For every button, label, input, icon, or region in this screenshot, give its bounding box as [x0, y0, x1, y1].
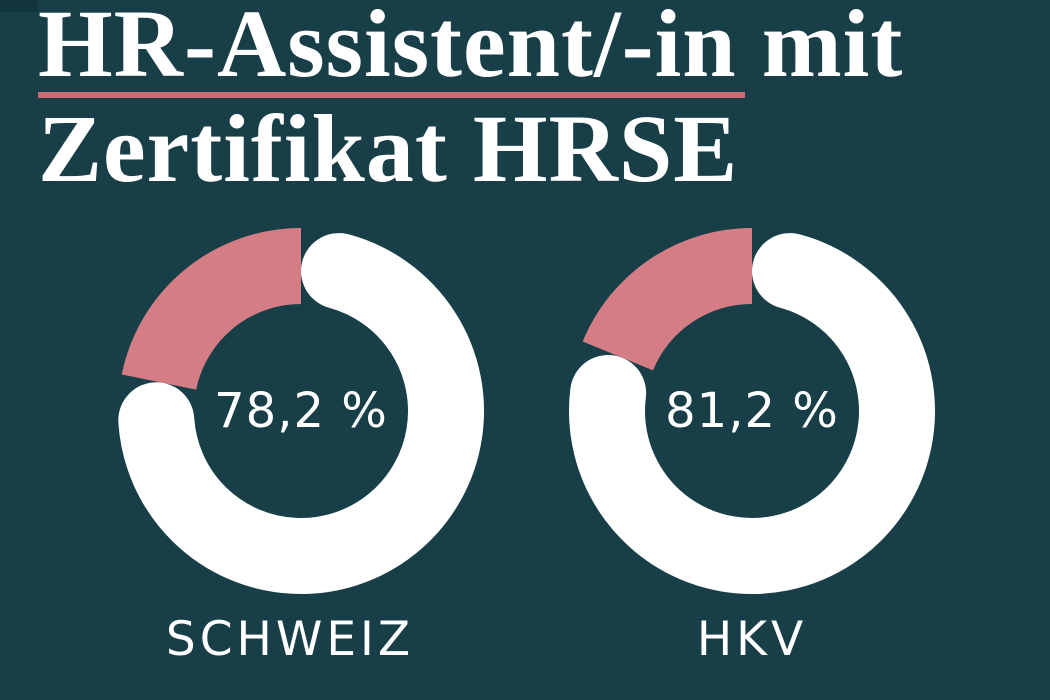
donut-value-arc — [118, 233, 484, 594]
title-line1-underlined-text: HR-Assistent/-in — [38, 0, 737, 97]
donut-value-label: 78,2 % — [214, 383, 388, 439]
donut-remainder-arc — [121, 228, 303, 391]
title-underline — [38, 92, 745, 98]
chart-label-schweiz: SCHWEIZ — [165, 612, 415, 667]
title-line-2: Zertifikat HRSE — [38, 95, 739, 202]
chart-label-hkv: HKV — [696, 612, 808, 667]
donut-value-arc — [569, 233, 935, 594]
donut-svg — [569, 228, 935, 594]
donut-value-label: 81,2 % — [665, 383, 839, 439]
donut-remainder-arc — [582, 228, 754, 372]
donut-svg — [118, 228, 484, 594]
donut-chart-hkv: 81,2 % — [562, 221, 942, 601]
donut-chart-schweiz: 78,2 % — [111, 221, 491, 601]
title-line-1: HR-Assistent/-in mit — [38, 0, 903, 97]
corner-patch — [0, 0, 38, 12]
title-line1-suffix: mit — [761, 0, 904, 97]
